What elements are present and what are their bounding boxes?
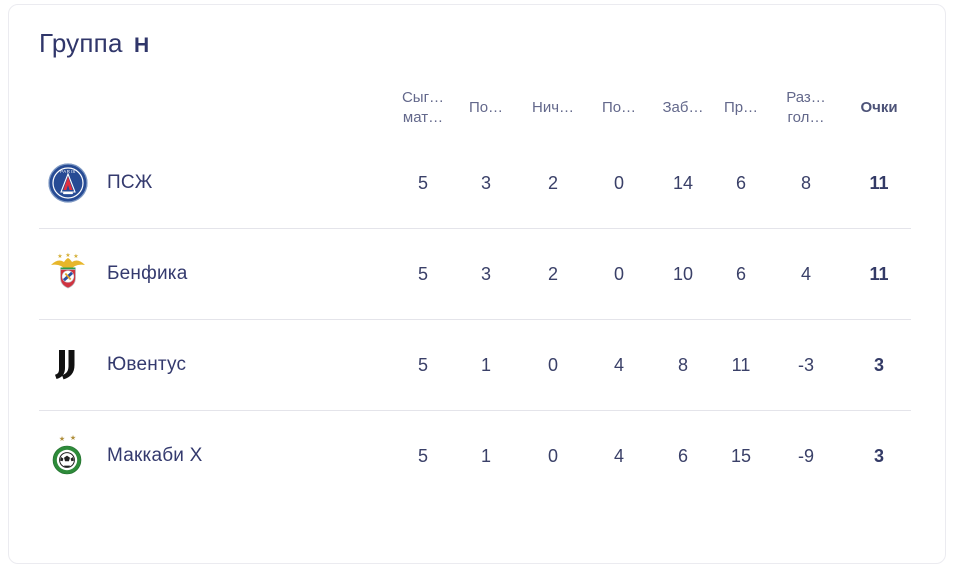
draws-value: 0 — [547, 354, 558, 375]
team-cell: PARIS ПСЖ — [39, 159, 393, 207]
group-letter: H — [134, 34, 150, 57]
group-title: Группа H — [39, 27, 945, 62]
losses-value: 4 — [613, 354, 624, 375]
maccabi-logo-icon: ★ ★ — [47, 432, 89, 480]
draws-value: 2 — [547, 172, 558, 193]
losses-value: 0 — [613, 263, 624, 284]
team-cell: ★ ★ ★ Бенфика — [39, 250, 393, 298]
standings-header-row: Сыг… мат… По… Нич… По… Заб… Пр… Раз… гол… — [39, 78, 911, 138]
column-header-goal-diff: Раз… гол… — [786, 89, 826, 126]
points-value: 11 — [869, 172, 889, 193]
played-value: 5 — [417, 354, 428, 375]
column-header-points: Очки — [860, 99, 898, 116]
losses-value: 4 — [613, 445, 624, 466]
column-header-draws: Нич… — [531, 99, 575, 116]
goals-for-value: 8 — [677, 354, 688, 375]
wins-value: 3 — [480, 172, 491, 193]
goal-diff-value: -3 — [797, 354, 814, 375]
column-header-wins: По… — [468, 99, 504, 116]
played-value: 5 — [417, 263, 428, 284]
juventus-logo-icon — [47, 341, 89, 389]
wins-value: 3 — [480, 263, 491, 284]
group-title-text: Группа — [39, 28, 123, 58]
svg-text:★: ★ — [65, 252, 70, 259]
team-name: Бенфика — [107, 263, 188, 284]
losses-value: 0 — [613, 172, 624, 193]
goals-for-value: 10 — [672, 263, 694, 284]
played-value: 5 — [417, 172, 428, 193]
points-value: 3 — [873, 354, 884, 375]
standings-table: Сыг… мат… По… Нич… По… Заб… Пр… Раз… гол… — [39, 78, 911, 501]
svg-text:★: ★ — [73, 253, 78, 260]
table-row-psg[interactable]: PARIS ПСЖ 5 3 2 0 14 6 8 11 — [39, 138, 911, 228]
draws-value: 2 — [547, 263, 558, 284]
team-cell: ★ ★ Маккаби Х — [39, 432, 393, 480]
table-row-juventus[interactable]: Ювентус 5 1 0 4 8 11 -3 3 — [39, 319, 911, 410]
table-row-benfica[interactable]: ★ ★ ★ Бенфика 5 3 2 — [39, 228, 911, 319]
column-header-losses: По… — [601, 99, 637, 116]
goal-diff-value: 8 — [800, 172, 811, 193]
draws-value: 0 — [547, 445, 558, 466]
goals-against-value: 6 — [735, 172, 746, 193]
goals-against-value: 15 — [730, 445, 752, 466]
benfica-logo-icon: ★ ★ ★ — [47, 250, 89, 298]
team-name: Маккаби Х — [107, 445, 203, 466]
wins-value: 1 — [480, 354, 491, 375]
wins-value: 1 — [480, 445, 491, 466]
points-value: 11 — [869, 263, 889, 284]
team-name: ПСЖ — [107, 172, 153, 193]
column-header-played: Сыг… мат… — [401, 89, 445, 126]
played-value: 5 — [417, 445, 428, 466]
goals-against-value: 6 — [735, 263, 746, 284]
table-row-maccabi[interactable]: ★ ★ Маккаби Х 5 1 0 4 — [39, 410, 911, 501]
goals-for-value: 6 — [677, 445, 688, 466]
psg-logo-icon: PARIS — [47, 159, 89, 207]
team-name: Ювентус — [107, 354, 187, 375]
column-header-goals-against: Пр… — [723, 99, 759, 116]
team-cell: Ювентус — [39, 341, 393, 389]
svg-text:★: ★ — [59, 435, 65, 443]
points-value: 3 — [873, 445, 884, 466]
column-header-goals-for: Заб… — [662, 99, 704, 116]
svg-text:★: ★ — [57, 253, 62, 260]
goal-diff-value: 4 — [800, 263, 811, 284]
svg-text:PARIS: PARIS — [60, 169, 76, 174]
goals-against-value: 11 — [731, 354, 751, 375]
svg-text:★: ★ — [70, 434, 76, 442]
goal-diff-value: -9 — [797, 445, 814, 466]
group-standings-card: Группа H Сыг… мат… По… Нич… По… Заб… Пр… — [8, 4, 946, 564]
goals-for-value: 14 — [672, 172, 694, 193]
